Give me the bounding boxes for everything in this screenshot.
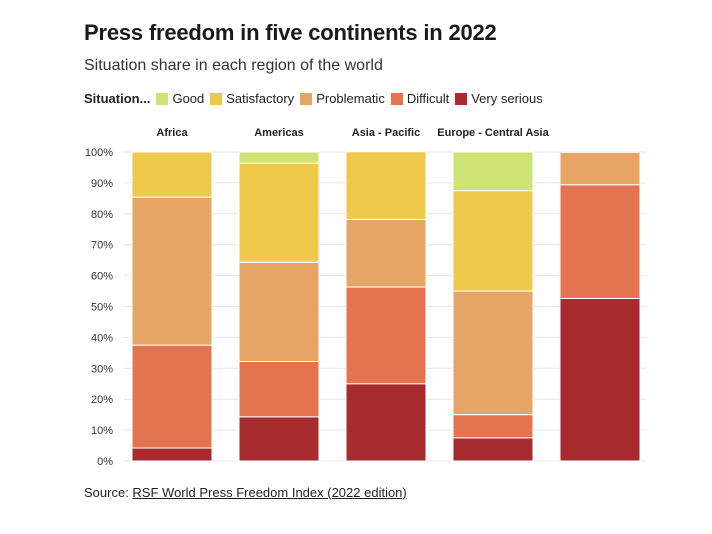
- category-label: Africa: [156, 127, 188, 139]
- source-link[interactable]: RSF World Press Freedom Index (2022 edit…: [132, 485, 407, 500]
- legend-item-satisfactory[interactable]: Satisfactory: [210, 91, 294, 106]
- bar-segment-difficult: [238, 361, 320, 418]
- legend-swatch-difficult: [390, 92, 403, 105]
- source-note: Source: RSF World Press Freedom Index (2…: [84, 485, 407, 500]
- bar-segment-very-serious: [131, 447, 213, 462]
- bar-segment-good: [238, 151, 320, 164]
- bar-segment-problematic: [131, 196, 213, 346]
- bar-segment-difficult: [452, 414, 534, 439]
- legend-label-problematic: Problematic: [316, 91, 385, 106]
- bar-segment-satisfactory: [452, 190, 534, 292]
- category-label: Europe - Central Asia: [437, 127, 549, 139]
- bar-segment-problematic: [238, 261, 320, 363]
- y-tick-label: 60%: [91, 271, 113, 283]
- y-tick-label: 20%: [91, 394, 113, 406]
- stacked-bar-chart: 0% 10% 20% 30% 40% 50% 60% 70% 80% 90% 100% Africa A…: [85, 127, 646, 468]
- y-tick-label: 30%: [91, 363, 113, 375]
- y-tick-label: 50%: [91, 302, 113, 314]
- y-tick-label: 70%: [91, 240, 113, 252]
- chart-title: Press freedom in five continents in 2022: [84, 20, 497, 45]
- bar-segment-satisfactory: [345, 151, 427, 220]
- legend-item-problematic[interactable]: Problematic: [300, 91, 385, 106]
- legend-label-difficult: Difficult: [406, 91, 450, 106]
- legend-title: Situation...: [84, 91, 151, 106]
- y-tick-label: 90%: [91, 178, 113, 190]
- source-prefix: Source:: [84, 485, 133, 500]
- bar-segment-very-serious: [345, 383, 427, 462]
- category-label: Asia - Pacific: [352, 127, 420, 139]
- bar-segment-very-serious: [559, 297, 641, 462]
- legend-item-difficult[interactable]: Difficult: [390, 91, 450, 106]
- bar-segment-difficult: [559, 184, 641, 299]
- y-tick-label: 100%: [85, 147, 113, 159]
- bar-segment-difficult: [345, 286, 427, 385]
- bar-segment-problematic: [452, 290, 534, 416]
- bar-segment-very-serious: [238, 416, 320, 462]
- bar-segment-satisfactory: [131, 151, 213, 198]
- bar-segment-difficult: [131, 344, 213, 449]
- chart-subtitle: Situation share in each region of the wo…: [84, 57, 383, 74]
- legend-swatch-very-serious: [455, 92, 468, 105]
- bar-segment-problematic: [559, 151, 641, 186]
- legend: Situation... Good Satisfactory Problemat…: [84, 91, 549, 106]
- legend-label-very-serious: Very serious: [471, 91, 543, 106]
- legend-item-good[interactable]: Good: [156, 91, 204, 106]
- y-tick-label: 80%: [91, 209, 113, 221]
- y-tick-label: 0%: [97, 456, 113, 468]
- legend-swatch-satisfactory: [210, 92, 223, 105]
- legend-label-good: Good: [172, 91, 205, 106]
- y-tick-label: 40%: [91, 332, 113, 344]
- bar-segment-problematic: [345, 218, 427, 288]
- legend-label-satisfactory: Satisfactory: [226, 91, 295, 106]
- legend-item-very-serious[interactable]: Very serious: [455, 91, 543, 106]
- bar-segment-very-serious: [452, 437, 534, 462]
- bar-segment-satisfactory: [238, 162, 320, 263]
- y-tick-label: 10%: [91, 425, 113, 437]
- legend-swatch-good: [156, 92, 169, 105]
- bar-segment-good: [452, 151, 534, 192]
- category-label: Americas: [254, 127, 304, 139]
- legend-swatch-problematic: [300, 92, 313, 105]
